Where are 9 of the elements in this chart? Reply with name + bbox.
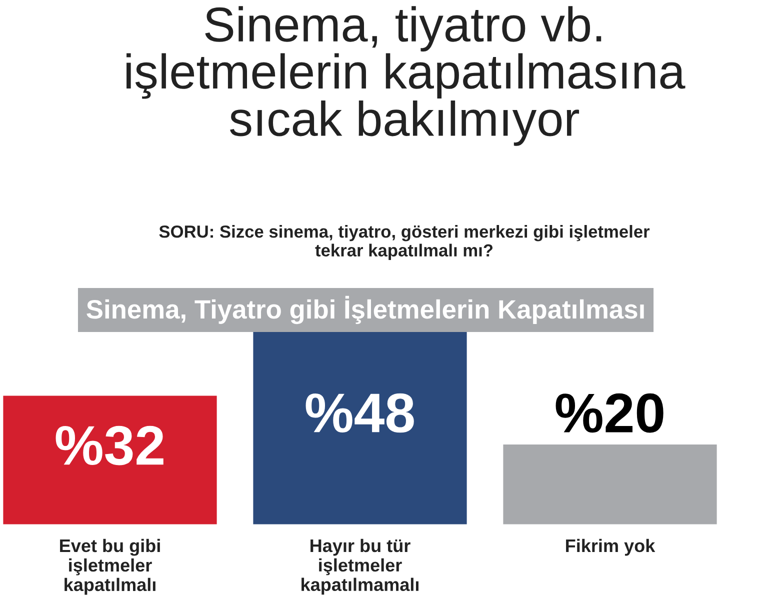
data-label: %48 [306, 393, 414, 433]
x-tick-label: Fikrim yok [566, 538, 656, 556]
x-tick-label: Evet bu gibi işletmeler kapatılmalı [60, 538, 160, 595]
text: Sinema, Tiyatro gibi İşletmelerin Kapatılması [86, 296, 644, 324]
chart-subtitle: SORU: Sizce sinema, tiyatro, gösteri merkezi gibi işletmeler tekrar kapatılmalı mı? [159, 225, 650, 260]
chart-title: Sinema, tiyatro vb. işletmelerin kapatılmasına sıcak bakılmıyor [126, 6, 686, 146]
x-tick-label: Hayır bu tür işletmeler kapatılmamalı [302, 538, 418, 595]
data-label: %32 [56, 426, 164, 466]
data-label: %20 [556, 393, 664, 433]
